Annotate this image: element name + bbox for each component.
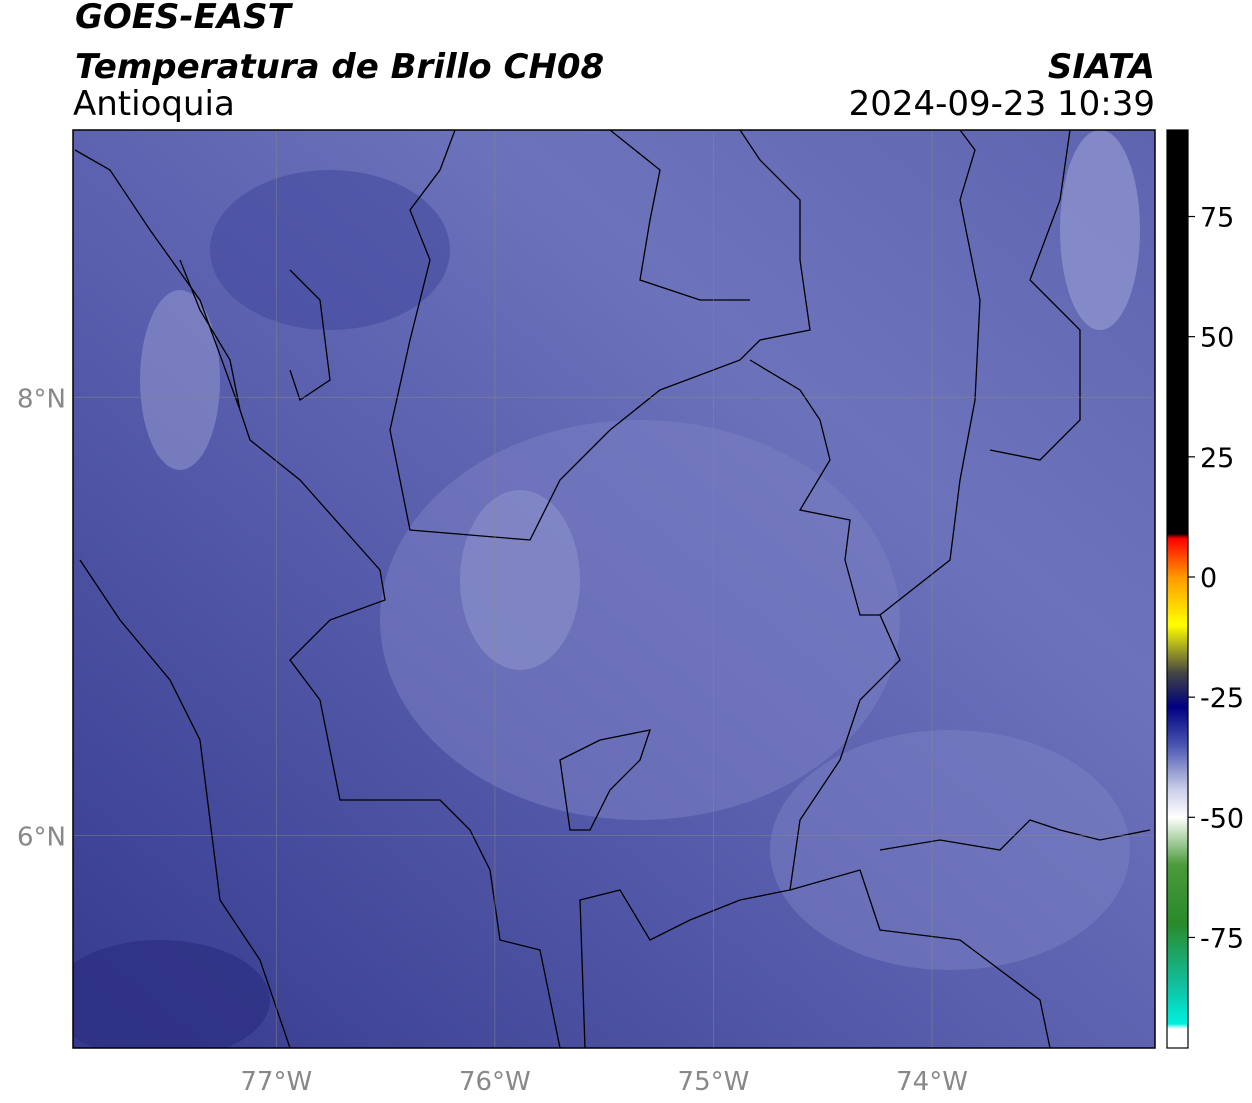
- map-image: [73, 130, 1155, 1048]
- colorbar-tick-label: 75: [1200, 203, 1234, 234]
- y-tick-label: 8°N: [17, 384, 66, 414]
- colorbar-tick-label: 0: [1200, 563, 1217, 594]
- y-tick-label: 6°N: [17, 822, 66, 852]
- region: Antioquia: [73, 84, 235, 124]
- colorbar-tick-label: -25: [1200, 683, 1244, 714]
- grid: [73, 130, 1155, 1048]
- subtitle: Temperatura de Brillo CH08: [75, 47, 604, 87]
- title: GOES-EAST: [75, 0, 294, 37]
- datetime: 2024-09-23 10:39: [849, 84, 1155, 124]
- x-tick-label: 75°W: [678, 1067, 750, 1097]
- colorbar-tick-label: -50: [1200, 803, 1244, 834]
- x-tick-label: 77°W: [240, 1067, 312, 1097]
- colorbar-tick-label: 50: [1200, 323, 1234, 354]
- map-frame: [72, 129, 1156, 1049]
- source: SIATA: [1048, 47, 1155, 87]
- colorbar: [1166, 129, 1189, 1049]
- colorbar-tick-label: -75: [1200, 923, 1244, 954]
- x-tick-label: 74°W: [896, 1067, 968, 1097]
- x-tick-label: 76°W: [459, 1067, 531, 1097]
- colorbar-tick-label: 25: [1200, 443, 1234, 474]
